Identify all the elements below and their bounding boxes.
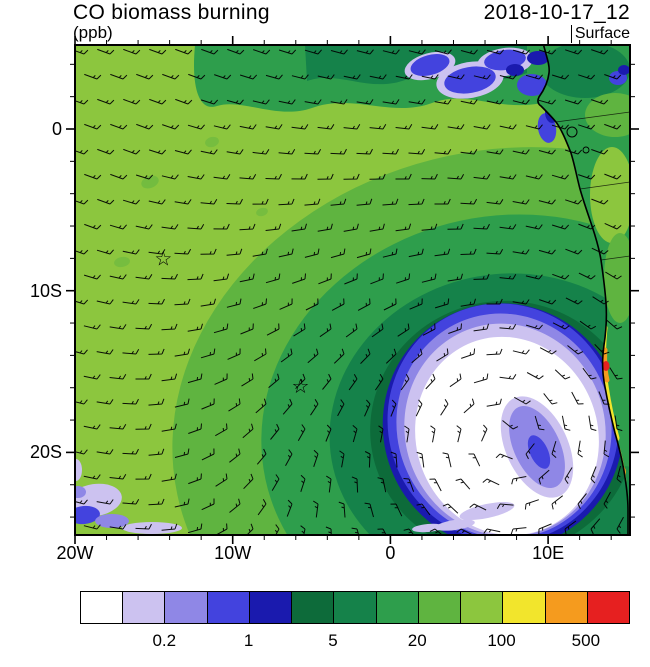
colorbar-cell bbox=[545, 592, 588, 623]
colorbar-cell bbox=[165, 592, 208, 623]
colorbar-tick-label: 500 bbox=[571, 631, 601, 650]
colorbar-cell bbox=[587, 592, 630, 623]
level-label: Surface bbox=[570, 25, 630, 43]
colorbar-cell bbox=[123, 592, 166, 623]
colorbar-cell bbox=[249, 592, 293, 623]
colorbar-cell bbox=[376, 592, 419, 623]
colorbar-cell bbox=[207, 592, 250, 623]
x-tick-label: 20W bbox=[56, 543, 94, 563]
colorbar-tick-label: 100 bbox=[487, 631, 516, 650]
colorbar-tick-label: 0.2 bbox=[152, 631, 177, 650]
colorbar-cell bbox=[418, 592, 462, 623]
st-helena-marker: ☆ bbox=[292, 374, 310, 398]
valid-time-label: 2018-10-17_12 bbox=[483, 1, 630, 24]
ascension-island-marker: ☆ bbox=[154, 246, 172, 270]
plot-title: CO biomass burning bbox=[73, 1, 270, 24]
axis-ticks bbox=[66, 36, 639, 544]
colorbar-cell bbox=[81, 592, 124, 623]
colorbar-cell bbox=[334, 592, 377, 623]
units-label: (ppb) bbox=[73, 23, 113, 42]
y-tick-label: 20S bbox=[29, 442, 62, 463]
colorbar-cell bbox=[461, 592, 504, 623]
x-tick-label: 0 bbox=[385, 543, 396, 563]
y-tick-label: 0 bbox=[51, 119, 62, 139]
contour-fill-layer bbox=[75, 45, 630, 535]
coastline bbox=[537, 45, 629, 535]
colorbar-tick-label: 1 bbox=[243, 631, 254, 650]
colorbar-tick-label: 20 bbox=[407, 631, 427, 650]
x-tick-label: 10W bbox=[214, 543, 252, 563]
station-markers: ☆☆ bbox=[154, 246, 309, 398]
y-tick-label: 10S bbox=[29, 280, 62, 301]
colorbar-cell bbox=[503, 592, 546, 623]
colorbar-cell bbox=[292, 592, 335, 623]
wind-barbs-layer bbox=[75, 48, 624, 535]
colorbar-tick-label: 5 bbox=[328, 631, 338, 650]
colorbar bbox=[80, 591, 630, 624]
x-tick-label: 10E bbox=[532, 543, 565, 563]
